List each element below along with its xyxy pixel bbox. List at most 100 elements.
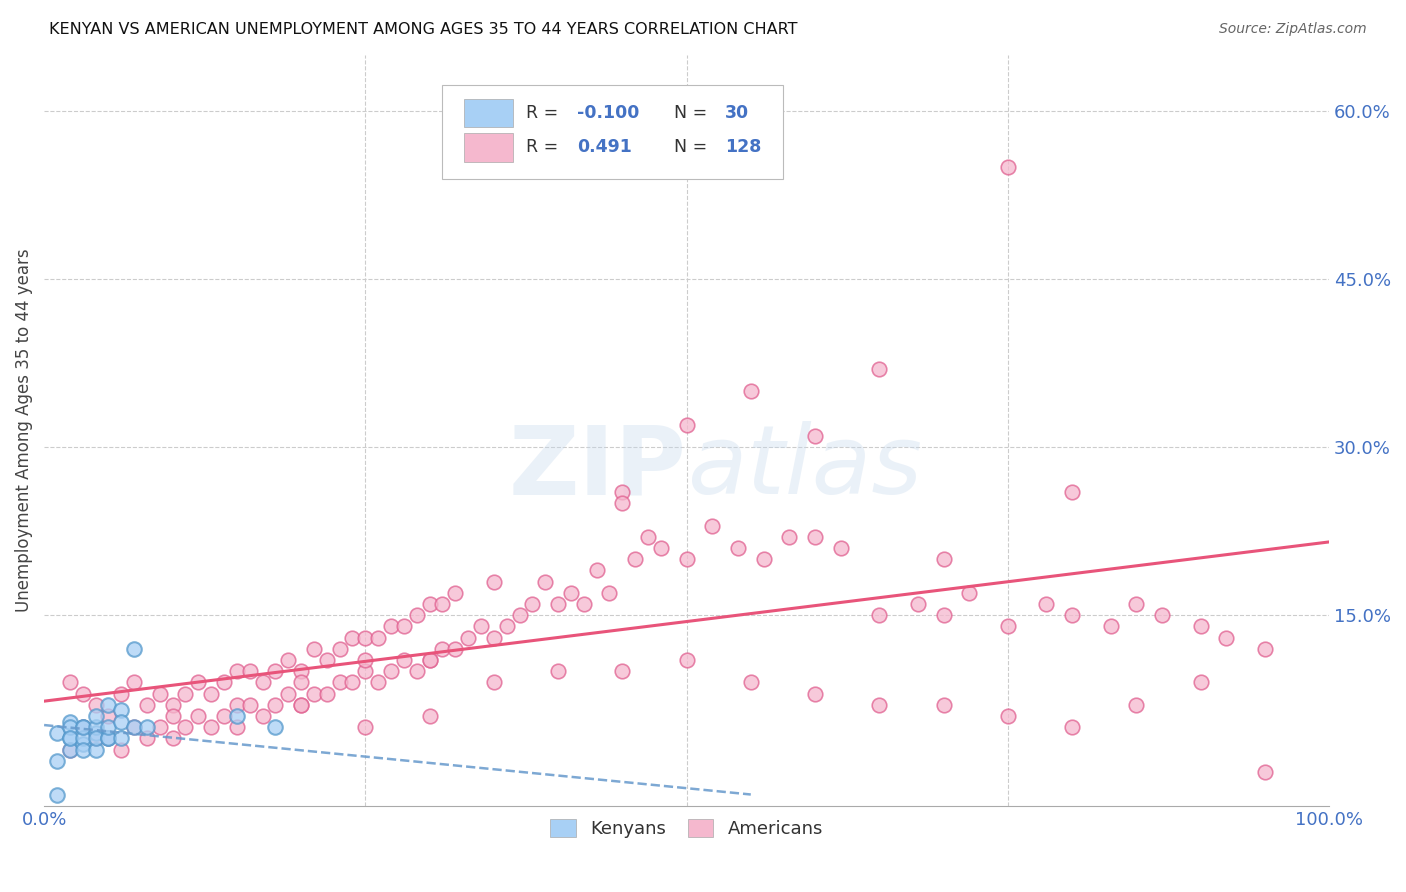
Point [239,698,262,712]
Point [1215,631,1237,645]
Point [97,698,120,712]
Point [804,687,827,701]
Point [1254,641,1277,656]
Point [585,564,607,578]
Point [868,361,890,376]
Point [612,665,634,679]
Point [225,709,247,723]
Point [509,608,531,623]
Point [1189,675,1212,690]
Point [84,698,107,712]
Point [432,641,454,656]
Point [72,731,94,746]
Point [84,731,107,746]
Point [84,742,107,756]
Point [957,586,980,600]
Point [225,698,247,712]
Point [329,675,352,690]
Point [122,720,145,734]
Point [277,653,299,667]
FancyBboxPatch shape [464,133,513,161]
Point [598,586,620,600]
Point [187,709,209,723]
Point [342,675,364,690]
Text: R =: R = [526,104,564,122]
Point [392,653,415,667]
Point [110,714,132,729]
Point [1125,597,1147,611]
Point [572,597,595,611]
Point [457,631,479,645]
Point [135,698,157,712]
Text: 30: 30 [725,104,749,122]
Text: -0.100: -0.100 [578,104,640,122]
Point [59,742,82,756]
Point [122,720,145,734]
Point [290,698,312,712]
Point [392,619,415,633]
Point [97,709,120,723]
Point [380,665,402,679]
Point [444,641,467,656]
Point [97,731,120,746]
Point [162,698,184,712]
Point [187,675,209,690]
Point [405,665,427,679]
Point [72,720,94,734]
Point [997,619,1019,633]
Point [470,619,492,633]
Point [46,754,69,768]
Point [804,429,827,443]
Point [174,687,197,701]
Point [200,720,222,734]
Point [59,742,82,756]
Point [72,742,94,756]
Point [907,597,929,611]
Point [624,552,647,566]
Point [868,698,890,712]
Point [354,631,377,645]
Point [329,641,352,656]
Point [482,574,505,589]
Text: N =: N = [673,138,713,156]
Point [122,641,145,656]
Point [122,675,145,690]
Point [650,541,672,555]
Point [868,608,890,623]
Point [46,726,69,740]
Point [84,731,107,746]
Point [290,675,312,690]
Point [264,665,287,679]
Point [315,687,337,701]
Point [212,709,235,723]
Point [212,675,235,690]
Point [522,597,544,611]
Point [495,619,517,633]
Point [419,597,441,611]
Point [1099,619,1122,633]
Point [200,687,222,701]
Point [482,631,505,645]
Point [225,720,247,734]
Point [290,698,312,712]
Point [97,731,120,746]
Point [778,530,800,544]
Point [675,552,697,566]
Point [302,687,325,701]
Point [149,687,172,701]
Point [252,675,274,690]
Point [380,619,402,633]
Point [72,720,94,734]
Point [675,653,697,667]
Point [59,731,82,746]
Text: Source: ZipAtlas.com: Source: ZipAtlas.com [1219,22,1367,37]
Point [162,709,184,723]
Text: 0.491: 0.491 [578,138,633,156]
Point [740,675,762,690]
Point [702,518,724,533]
Point [264,698,287,712]
Point [482,675,505,690]
Point [1125,698,1147,712]
Text: R =: R = [526,138,569,156]
Point [315,653,337,667]
